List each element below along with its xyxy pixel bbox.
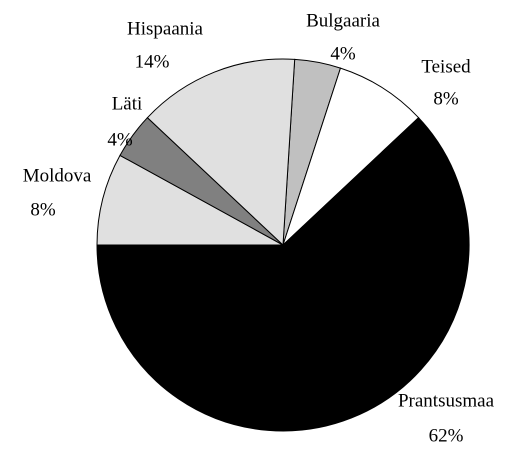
slice-label: Hispaania: [127, 18, 204, 39]
pie-slice: [96, 154, 284, 246]
pie-slice: [96, 116, 470, 432]
pie-slice: [282, 67, 420, 246]
slice-label: Moldova: [23, 165, 92, 186]
slice-value-label: 4%: [107, 129, 133, 150]
slice-value-label: 8%: [30, 199, 56, 220]
slice-value-label: 14%: [135, 51, 170, 72]
slice-label: Prantsusmaa: [398, 390, 495, 411]
slice-label: Teised: [421, 56, 471, 77]
slice-value-label: 4%: [330, 43, 356, 64]
slice-value-label: 62%: [429, 425, 464, 446]
slice-value-label: 8%: [433, 88, 459, 109]
slice-label: Bulgaaria: [306, 10, 380, 31]
slice-label: Läti: [112, 93, 143, 114]
pie-slice: [146, 58, 296, 247]
